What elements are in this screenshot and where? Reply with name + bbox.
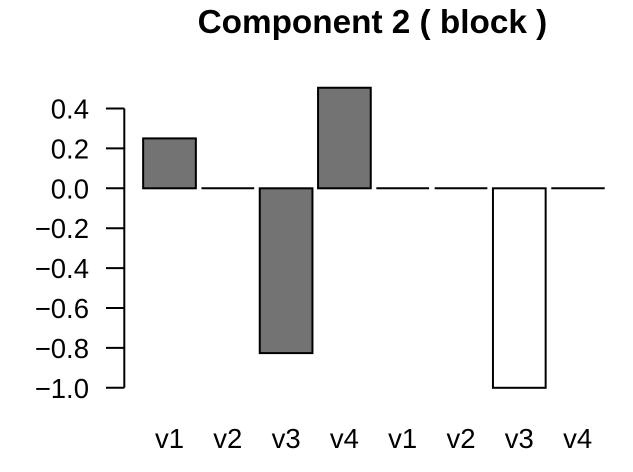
svg-text:v1: v1	[155, 423, 184, 454]
svg-text:v3: v3	[505, 423, 534, 454]
svg-text:v4: v4	[563, 423, 592, 454]
svg-text:v1: v1	[388, 423, 417, 454]
svg-text:0.2: 0.2	[51, 133, 89, 164]
svg-text:v4: v4	[330, 423, 359, 454]
svg-text:v3: v3	[272, 423, 301, 454]
svg-text:v2: v2	[446, 423, 475, 454]
svg-text:−1.0: −1.0	[35, 373, 89, 404]
svg-text:−0.8: −0.8	[35, 333, 89, 364]
svg-text:Component 2 ( block ): Component 2 ( block )	[198, 4, 548, 41]
svg-text:−0.2: −0.2	[35, 213, 89, 244]
svg-text:v2: v2	[213, 423, 242, 454]
svg-text:0.0: 0.0	[51, 173, 89, 204]
svg-text:−0.6: −0.6	[35, 293, 89, 324]
svg-text:−0.4: −0.4	[35, 253, 89, 284]
svg-text:0.4: 0.4	[51, 94, 89, 125]
